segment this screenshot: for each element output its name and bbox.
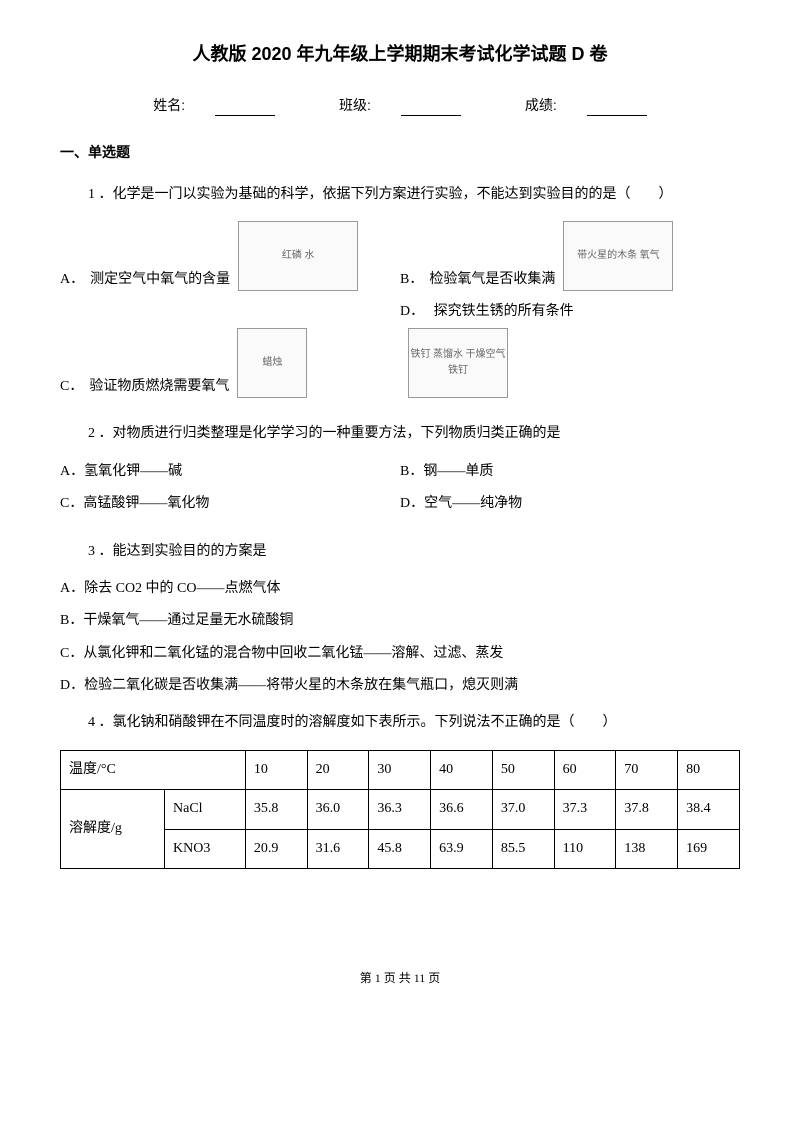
table-cell: 110 (554, 829, 616, 868)
q1-opt-b: B． 检验氧气是否收集满 带火星的木条 氧气 (400, 221, 740, 291)
q3-opt-c: C．从氯化钾和二氧化锰的混合物中回收二氧化锰——溶解、过滤、蒸发 (60, 643, 740, 665)
score-label: 成绩: (525, 97, 557, 113)
page-footer: 第 1 页 共 11 页 (60, 969, 740, 988)
table-cell: 169 (678, 829, 740, 868)
table-cell: 60 (554, 750, 616, 789)
table-cell: 36.3 (369, 790, 431, 829)
diagram-c-icon: 蜡烛 (237, 328, 307, 398)
question-3: 3 ．能达到实验目的的方案是 (60, 541, 740, 563)
table-cell: 80 (678, 750, 740, 789)
table-cell: 30 (369, 750, 431, 789)
table-cell: 35.8 (245, 790, 307, 829)
q2-opt-b: B．钢——单质 (400, 461, 740, 483)
q2-options: A．氢氧化钾——碱 B．钢——单质 C．高锰酸钾——氧化物 D．空气——纯净物 (60, 461, 740, 526)
table-cell: 50 (492, 750, 554, 789)
table-row-kno3: KNO3 (165, 829, 246, 868)
q2-opt-c: C．高锰酸钾——氧化物 (60, 493, 400, 515)
q1-options: A． 测定空气中氧气的含量 红磷 水 B． 检验氧气是否收集满 带火星的木条 氧… (60, 221, 740, 408)
table-cell: 138 (616, 829, 678, 868)
table-cell: 10 (245, 750, 307, 789)
table-header-sol: 溶解度/g (61, 790, 165, 869)
question-4: 4 ．氯化钠和硝酸钾在不同温度时的溶解度如下表所示。下列说法不正确的是（ ） (60, 712, 740, 734)
q2-opt-a: A．氢氧化钾——碱 (60, 461, 400, 483)
opt-b-text: 检验氧气是否收集满 (429, 269, 555, 291)
q2-opt-d: D．空气——纯净物 (400, 493, 740, 515)
table-cell: 40 (431, 750, 493, 789)
table-cell: 36.0 (307, 790, 369, 829)
opt-d-label: D． (400, 304, 424, 319)
score-blank (587, 115, 647, 116)
table-cell: 37.3 (554, 790, 616, 829)
name-blank (215, 115, 275, 116)
table-cell: 36.6 (431, 790, 493, 829)
table-cell: 31.6 (307, 829, 369, 868)
diagram-a-icon: 红磷 水 (238, 221, 358, 291)
solubility-table: 温度/°C 10 20 30 40 50 60 70 80 溶解度/g NaCl… (60, 750, 740, 869)
q1-opt-a: A． 测定空气中氧气的含量 红磷 水 (60, 221, 400, 291)
table-cell: 20.9 (245, 829, 307, 868)
table-cell: 20 (307, 750, 369, 789)
name-label: 姓名: (153, 97, 185, 113)
table-row-nacl: NaCl (165, 790, 246, 829)
opt-c-text: 验证物质燃烧需要氧气 (89, 376, 229, 398)
info-line: 姓名: 班级: 成绩: (60, 94, 740, 116)
diagram-d-icon: 铁钉 蒸馏水 干燥空气 铁钉 (408, 328, 508, 398)
opt-a-text: 测定空气中氧气的含量 (90, 269, 230, 291)
class-label: 班级: (339, 97, 371, 113)
q1-opt-c: C． 验证物质燃烧需要氧气 蜡烛 (60, 301, 400, 398)
table-cell: 63.9 (431, 829, 493, 868)
question-2: 2 ．对物质进行归类整理是化学学习的一种重要方法，下列物质归类正确的是 (60, 423, 740, 445)
class-blank (401, 115, 461, 116)
table-cell: 38.4 (678, 790, 740, 829)
table-cell: 85.5 (492, 829, 554, 868)
q3-opt-a: A．除去 CO2 中的 CO——点燃气体 (60, 578, 740, 600)
table-cell: 45.8 (369, 829, 431, 868)
opt-c-label: C． (60, 376, 83, 398)
opt-b-label: B． (400, 269, 423, 291)
diagram-b-icon: 带火星的木条 氧气 (563, 221, 673, 291)
table-cell: 70 (616, 750, 678, 789)
q3-opt-d: D．检验二氧化碳是否收集满——将带火星的木条放在集气瓶口，熄灭则满 (60, 675, 740, 697)
page-title: 人教版 2020 年九年级上学期期末考试化学试题 D 卷 (60, 40, 740, 69)
section-header: 一、单选题 (60, 141, 740, 163)
q3-opt-b: B．干燥氧气——通过足量无水硫酸铜 (60, 610, 740, 632)
table-cell: 37.0 (492, 790, 554, 829)
table-cell: 37.8 (616, 790, 678, 829)
opt-a-label: A． (60, 269, 84, 291)
q1-opt-d: D． 探究铁生锈的所有条件 铁钉 蒸馏水 干燥空气 铁钉 (400, 301, 740, 398)
table-header-temp: 温度/°C (61, 750, 246, 789)
q3-options: A．除去 CO2 中的 CO——点燃气体 B．干燥氧气——通过足量无水硫酸铜 C… (60, 578, 740, 698)
opt-d-text: 探究铁生锈的所有条件 (434, 304, 574, 319)
question-1: 1 ．化学是一门以实验为基础的科学，依据下列方案进行实验，不能达到实验目的的是（… (60, 184, 740, 206)
